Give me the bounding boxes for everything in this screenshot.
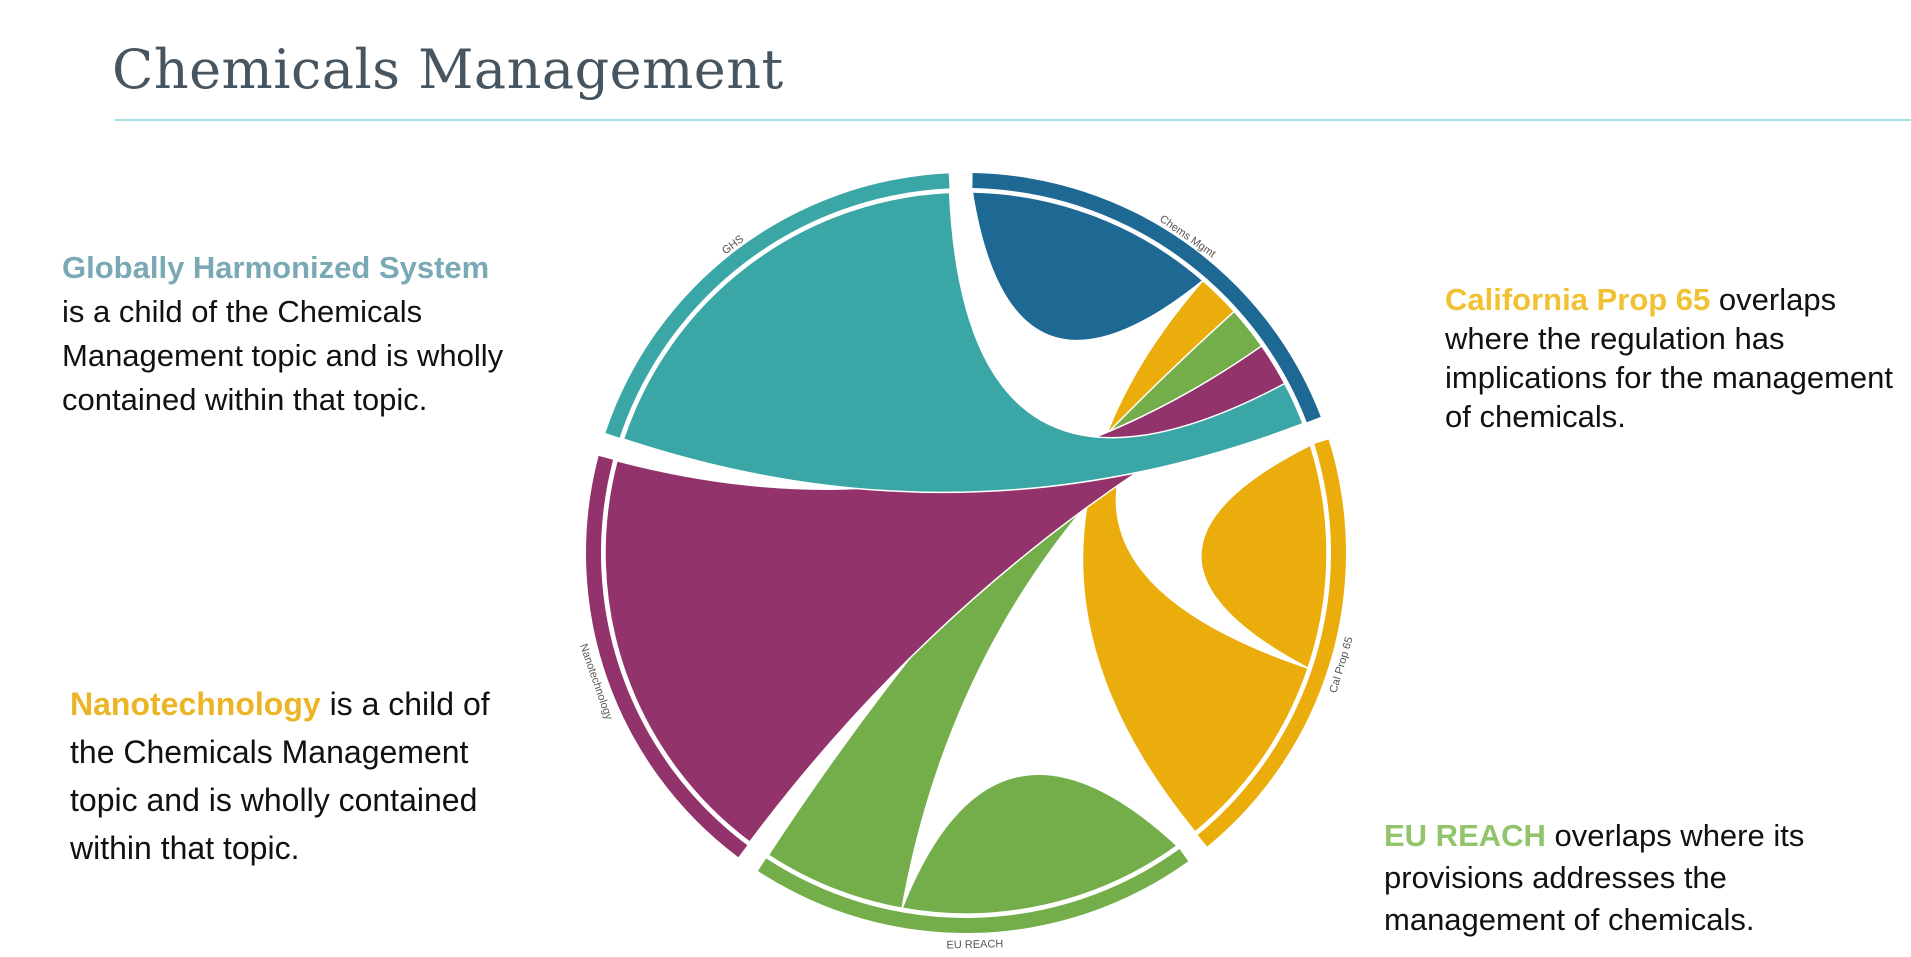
nanotech-text: is a child of the Chemicals Management t… [70, 686, 490, 866]
group-arc-ghs [605, 173, 950, 438]
group-arc-cal-prop-65 [1197, 439, 1346, 847]
cal-prop-highlight: California Prop 65 [1445, 282, 1711, 317]
group-arc-nanotechnology [586, 455, 748, 858]
page-title: Chemicals Management [112, 38, 784, 101]
ghs-description: Globally Harmonized System is a child of… [62, 246, 542, 422]
ghs-highlight: Globally Harmonized System [62, 250, 490, 285]
eu-reach-highlight: EU REACH [1384, 818, 1546, 853]
group-arc-eu-reach [757, 849, 1189, 933]
chord-chems-mgmt-to-chems-mgmt [971, 191, 1205, 342]
ghs-text: is a child of the Chemicals Management t… [62, 294, 504, 417]
group-arc-chems-mgmt [972, 173, 1321, 423]
chord-cal-prop-65-to-cal-prop-65 [1200, 443, 1328, 670]
chord-eu-reach-to-eu-reach [901, 773, 1179, 915]
cal-prop-description: California Prop 65 overlaps where the re… [1445, 280, 1905, 436]
nanotech-description: Nanotechnology is a child of the Chemica… [70, 680, 540, 872]
chord-chems-mgmt-to-ghs [622, 191, 1304, 494]
nanotech-highlight: Nanotechnology [70, 686, 321, 722]
group-label-eu-reach: EU REACH [946, 938, 1003, 951]
eu-reach-text: overlaps where its provisions addresses … [1384, 818, 1805, 937]
title-divider [115, 119, 1911, 121]
eu-reach-description: EU REACH overlaps where its provisions a… [1384, 815, 1904, 941]
cal-prop-text: overlaps where the regulation has implic… [1445, 282, 1894, 434]
chord-ribbons [604, 191, 1328, 915]
